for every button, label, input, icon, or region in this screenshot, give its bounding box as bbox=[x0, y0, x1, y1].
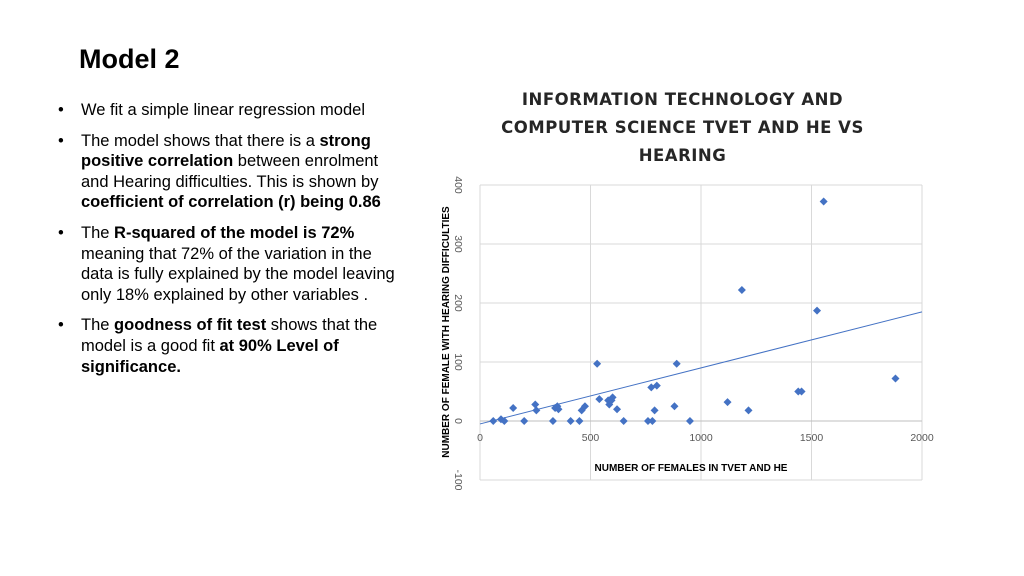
data-point bbox=[737, 286, 746, 295]
bullet-text: between enrolment and Hearing difficulti… bbox=[81, 152, 379, 191]
slide-title: Model 2 bbox=[79, 44, 180, 74]
bullet-item: • We fit a simple linear regression model bbox=[58, 100, 403, 121]
data-point bbox=[593, 359, 602, 368]
x-tick-label: 0 bbox=[477, 432, 483, 444]
y-axis-title: NUMBER OF FEMALE WITH HEARING DIFFICULTI… bbox=[441, 206, 452, 458]
data-point bbox=[554, 405, 563, 414]
data-point bbox=[652, 381, 661, 390]
bullet-bold-text: goodness of fit test bbox=[114, 316, 267, 335]
chart-title: INFORMATION TECHNOLOGY AND COMPUTER SCIE… bbox=[501, 90, 864, 165]
data-point bbox=[489, 417, 498, 425]
bullet-bold-text: coefficient of correlation (r) being 0.8… bbox=[81, 193, 381, 212]
data-point bbox=[797, 387, 806, 396]
y-tick-label: 200 bbox=[452, 294, 464, 312]
bullet-text: shows that the model is a good fit bbox=[81, 316, 378, 355]
data-point bbox=[685, 417, 694, 425]
data-point bbox=[566, 417, 575, 425]
data-point bbox=[575, 417, 584, 425]
data-point bbox=[548, 417, 557, 425]
data-point bbox=[500, 417, 509, 425]
data-point bbox=[744, 406, 753, 415]
data-point bbox=[580, 402, 589, 411]
data-point bbox=[650, 406, 659, 415]
bullet-text: The bbox=[81, 223, 115, 242]
data-point bbox=[672, 359, 681, 368]
x-tick-label: 1000 bbox=[689, 432, 713, 444]
bullet-text: meaning that 72% of the variation in the… bbox=[81, 244, 395, 304]
data-point bbox=[619, 417, 628, 425]
x-tick-label: 500 bbox=[582, 432, 600, 444]
y-tick-label: 300 bbox=[452, 235, 464, 253]
data-point bbox=[670, 402, 679, 411]
trendline bbox=[479, 311, 923, 425]
data-point bbox=[531, 400, 540, 409]
bullet-item: • The model shows that there is a strong … bbox=[58, 131, 403, 213]
bullet-bold-text: strong positive correlation bbox=[81, 131, 371, 171]
y-tick-label: -100 bbox=[452, 469, 464, 490]
bullet-text: We fit a simple linear regression model bbox=[81, 101, 365, 119]
data-point bbox=[819, 197, 828, 206]
bullet-item: • The goodness of fit test shows that the… bbox=[58, 315, 403, 377]
bullet-marker: • bbox=[58, 131, 64, 150]
data-point bbox=[532, 406, 541, 415]
data-point bbox=[520, 417, 529, 425]
bullet-bold-text: at 90% Level of significance. bbox=[81, 336, 339, 376]
bullet-marker: • bbox=[58, 101, 64, 119]
data-point bbox=[509, 404, 518, 413]
data-point bbox=[595, 395, 604, 404]
bullet-marker: • bbox=[58, 223, 64, 242]
bullet-marker: • bbox=[58, 316, 64, 335]
y-tick-label: 400 bbox=[452, 176, 464, 194]
bullet-bold-text: R-squared of the model is 72% bbox=[114, 223, 355, 242]
x-axis-title: NUMBER OF FEMALES IN TVET AND HE bbox=[595, 463, 788, 474]
bullet-item: • The R-squared of the model is 72% meani… bbox=[58, 223, 403, 305]
bullet-text: The model shows that there is a bbox=[81, 131, 320, 150]
data-point bbox=[813, 306, 822, 315]
bullet-text: The bbox=[81, 316, 115, 335]
data-point bbox=[723, 398, 732, 407]
y-tick-label: 0 bbox=[452, 418, 464, 424]
data-point bbox=[648, 417, 657, 425]
x-tick-label: 2000 bbox=[910, 432, 934, 444]
data-point bbox=[643, 417, 652, 425]
data-point bbox=[891, 374, 900, 383]
bullet-list: • We fit a simple linear regression model… bbox=[58, 100, 403, 387]
x-tick-label: 1500 bbox=[800, 432, 824, 444]
data-point bbox=[608, 393, 617, 402]
data-point bbox=[613, 405, 622, 414]
y-tick-label: 100 bbox=[452, 353, 464, 371]
